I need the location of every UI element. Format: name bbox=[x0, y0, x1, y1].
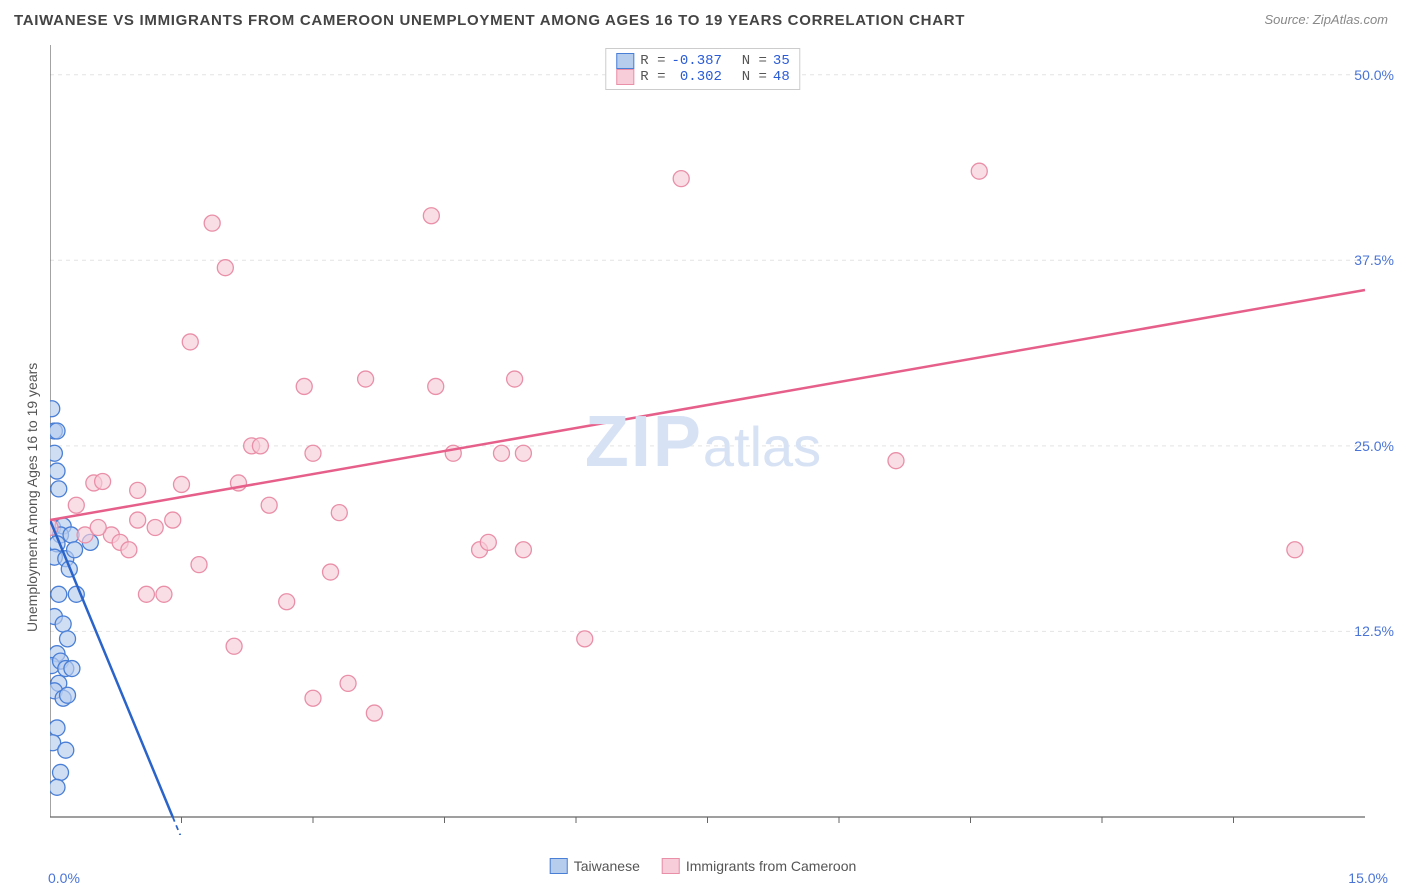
n-label: N = bbox=[742, 53, 767, 69]
legend-swatch bbox=[662, 858, 680, 874]
n-value: 48 bbox=[773, 69, 790, 85]
legend-row: R = 0.302 N = 48 bbox=[616, 69, 789, 85]
correlation-legend: R = -0.387 N = 35 R = 0.302 N = 48 bbox=[605, 48, 800, 90]
chart-title: TAIWANESE VS IMMIGRANTS FROM CAMEROON UN… bbox=[14, 12, 965, 29]
legend-label: Taiwanese bbox=[574, 858, 640, 874]
y-tick-label: 37.5% bbox=[1354, 252, 1394, 268]
legend-item: Immigrants from Cameroon bbox=[662, 858, 856, 874]
chart-container: TAIWANESE VS IMMIGRANTS FROM CAMEROON UN… bbox=[0, 0, 1406, 892]
series-legend: Taiwanese Immigrants from Cameroon bbox=[550, 858, 857, 874]
legend-label: Immigrants from Cameroon bbox=[686, 858, 856, 874]
legend-swatch bbox=[616, 69, 634, 85]
y-tick-label: 25.0% bbox=[1354, 438, 1394, 454]
legend-swatch bbox=[616, 53, 634, 69]
y-axis-label: Unemployment Among Ages 16 to 19 years bbox=[24, 363, 40, 632]
r-label: R = bbox=[640, 69, 665, 85]
r-value: 0.302 bbox=[671, 69, 721, 85]
legend-row: R = -0.387 N = 35 bbox=[616, 53, 789, 69]
n-label: N = bbox=[742, 69, 767, 85]
n-value: 35 bbox=[773, 53, 790, 69]
x-tick-label-min: 0.0% bbox=[48, 870, 80, 886]
r-value: -0.387 bbox=[671, 53, 721, 69]
x-tick-label-max: 15.0% bbox=[1348, 870, 1388, 886]
source-label: Source: ZipAtlas.com bbox=[1264, 12, 1388, 27]
legend-item: Taiwanese bbox=[550, 858, 640, 874]
r-label: R = bbox=[640, 53, 665, 69]
legend-swatch bbox=[550, 858, 568, 874]
y-tick-label: 12.5% bbox=[1354, 623, 1394, 639]
scatter-plot bbox=[50, 45, 1380, 835]
y-tick-label: 50.0% bbox=[1354, 67, 1394, 83]
